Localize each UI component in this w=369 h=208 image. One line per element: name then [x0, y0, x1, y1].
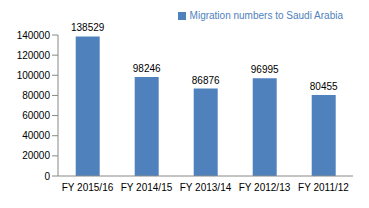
- svg-text:FY 2011/12: FY 2011/12: [298, 182, 349, 193]
- svg-text:80455: 80455: [310, 81, 338, 92]
- svg-text:98246: 98246: [133, 63, 161, 74]
- svg-text:86876: 86876: [192, 75, 220, 86]
- html-text:Migration numbers to Saudi Ara: Migration numbers to Saudi Arabia: [189, 10, 343, 21]
- svg-text:100000: 100000: [17, 70, 51, 81]
- svg-text:20000: 20000: [22, 150, 50, 161]
- svg-text:120000: 120000: [17, 50, 51, 61]
- svg-text:140000: 140000: [17, 30, 51, 41]
- svg-text:FY 2013/14: FY 2013/14: [180, 182, 232, 193]
- svg-text:FY 2015/16: FY 2015/16: [62, 182, 114, 193]
- svg-text:96995: 96995: [251, 64, 279, 75]
- svg-text:60000: 60000: [22, 110, 50, 121]
- svg-text:FY 2014/15: FY 2014/15: [121, 182, 173, 193]
- svg-text:0: 0: [44, 171, 50, 182]
- svg-text:80000: 80000: [22, 90, 50, 101]
- svg-text:40000: 40000: [22, 130, 50, 141]
- svg-text:138529: 138529: [71, 22, 105, 33]
- svg-text:FY 2012/13: FY 2012/13: [239, 182, 291, 193]
